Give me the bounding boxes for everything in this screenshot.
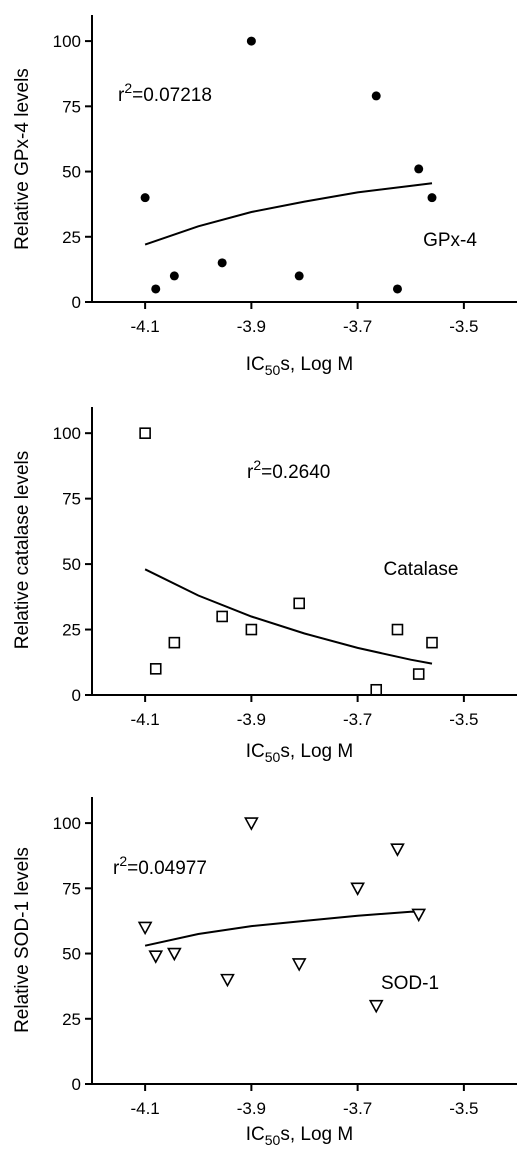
x-tick-label: -3.9 xyxy=(237,710,266,729)
x-axis-title: IC50s, Log M xyxy=(246,1124,353,1148)
y-tick-label: 0 xyxy=(72,293,81,312)
data-point xyxy=(139,427,151,439)
data-point xyxy=(414,164,424,174)
data-point xyxy=(293,597,305,610)
y-tick-label: 50 xyxy=(62,163,81,182)
y-tick-label: 75 xyxy=(62,490,81,509)
data-point xyxy=(426,636,438,649)
y-tick-label: 0 xyxy=(72,1075,81,1094)
y-tick-label: 25 xyxy=(62,621,81,640)
data-point xyxy=(392,284,402,294)
data-point xyxy=(370,683,383,696)
series-label: Catalase xyxy=(384,559,459,580)
data-point xyxy=(137,921,153,936)
y-tick-label: 50 xyxy=(62,555,81,574)
x-tick-label: -3.5 xyxy=(449,710,478,729)
data-point xyxy=(169,271,179,281)
x-tick-label: -3.5 xyxy=(449,1099,478,1118)
x-tick-label: -3.7 xyxy=(343,710,372,729)
data-point xyxy=(166,947,182,962)
data-point xyxy=(368,999,384,1014)
y-tick-label: 25 xyxy=(62,1010,81,1029)
regression-curve xyxy=(144,568,433,665)
data-point xyxy=(350,882,365,896)
data-point xyxy=(220,973,235,988)
r-squared-annotation: r2=0.2640 xyxy=(247,457,330,483)
x-tick-label: -4.1 xyxy=(130,1099,159,1118)
y-tick-label: 100 xyxy=(53,32,81,51)
y-tick-label: 100 xyxy=(53,424,81,443)
chart-panel-1: 0 25 50 75 100 -4.1 -3.9 -3.7 -3.5 Relative GPx-4… xyxy=(12,15,517,378)
data-point xyxy=(148,950,164,964)
data-point xyxy=(149,663,162,675)
regression-curve xyxy=(144,182,433,246)
data-point xyxy=(294,271,304,281)
chart-panel-2: 0 25 50 75 100 -4.1 -3.9 -3.7 -3.5 Relative catal… xyxy=(12,407,517,765)
data-point xyxy=(412,668,425,680)
x-tick-label: -4.1 xyxy=(130,317,159,336)
data-point xyxy=(140,193,150,203)
chart-panel-3: 0 25 50 75 100 -4.1 -3.9 -3.7 -3.5 Relative SOD-1… xyxy=(12,797,517,1148)
x-tick-label: -4.1 xyxy=(130,710,159,729)
x-axis-title: IC50s, Log M xyxy=(246,354,353,378)
series-label: SOD-1 xyxy=(381,973,439,994)
y-tick-label: 100 xyxy=(53,814,81,833)
x-tick-label: -3.9 xyxy=(237,1099,266,1118)
y-tick-label: 75 xyxy=(62,879,81,898)
r-squared-annotation: r2=0.04977 xyxy=(113,853,207,879)
data-point xyxy=(427,193,437,203)
data-point xyxy=(291,958,307,972)
regression-curve xyxy=(144,910,419,947)
y-tick-label: 75 xyxy=(62,97,81,116)
y-tick-label: 0 xyxy=(72,686,81,705)
y-tick-label: 25 xyxy=(62,228,81,247)
r-squared-annotation: r2=0.07218 xyxy=(118,80,212,106)
y-axis-title: Relative GPx-4 levels xyxy=(12,68,33,250)
series-label: GPx-4 xyxy=(423,230,477,251)
data-point xyxy=(246,36,256,46)
x-axis-title: IC50s, Log M xyxy=(246,741,353,765)
data-point xyxy=(411,908,427,923)
data-point xyxy=(217,258,227,268)
y-axis-title: Relative SOD-1 levels xyxy=(12,847,33,1033)
x-tick-label: -3.9 xyxy=(237,317,266,336)
x-tick-label: -3.7 xyxy=(343,1099,372,1118)
data-point xyxy=(216,610,228,623)
x-tick-label: -3.5 xyxy=(449,317,478,336)
data-point xyxy=(245,623,258,636)
data-point xyxy=(168,636,181,649)
y-axis-title: Relative catalase levels xyxy=(12,451,33,650)
data-point xyxy=(151,284,161,294)
data-point xyxy=(244,817,259,831)
y-tick-label: 50 xyxy=(62,945,81,964)
data-point xyxy=(390,843,405,857)
x-tick-label: -3.7 xyxy=(343,317,372,336)
data-point xyxy=(371,91,381,101)
data-point xyxy=(391,623,404,636)
